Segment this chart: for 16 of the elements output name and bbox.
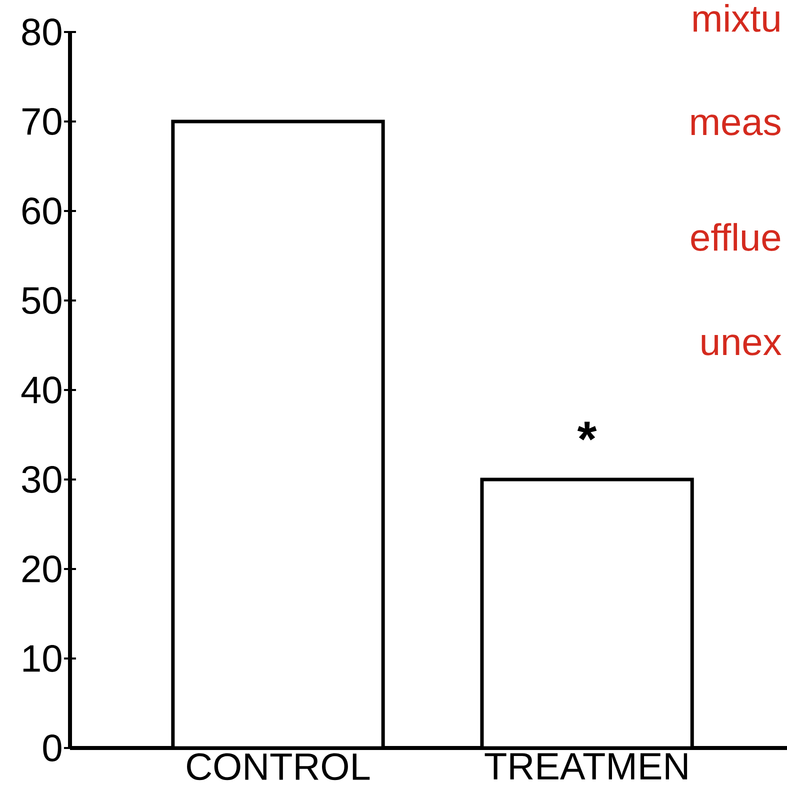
- y-tick-label: 10: [23, 645, 62, 672]
- y-tick-label: 30: [22, 466, 62, 493]
- annotation: meas: [691, 114, 780, 136]
- y-tick-label: 50: [22, 287, 62, 314]
- y-tick-label: 60: [22, 198, 62, 224]
- y-tick-label: 40: [21, 376, 62, 404]
- annotation: efflue: [691, 223, 780, 251]
- annotation: unex: [702, 334, 782, 356]
- x-tick-label: CONTROL: [187, 753, 370, 780]
- y-tick-label: 80: [22, 18, 62, 46]
- x-tick-label: TREATMEN: [484, 753, 688, 780]
- y-tick-label: 70: [22, 108, 62, 135]
- y-tick-label: 20: [22, 556, 62, 582]
- y-tick-label: 0: [43, 734, 62, 762]
- text: mixtu: [694, 4, 780, 32]
- annotation: *: [577, 422, 597, 440]
